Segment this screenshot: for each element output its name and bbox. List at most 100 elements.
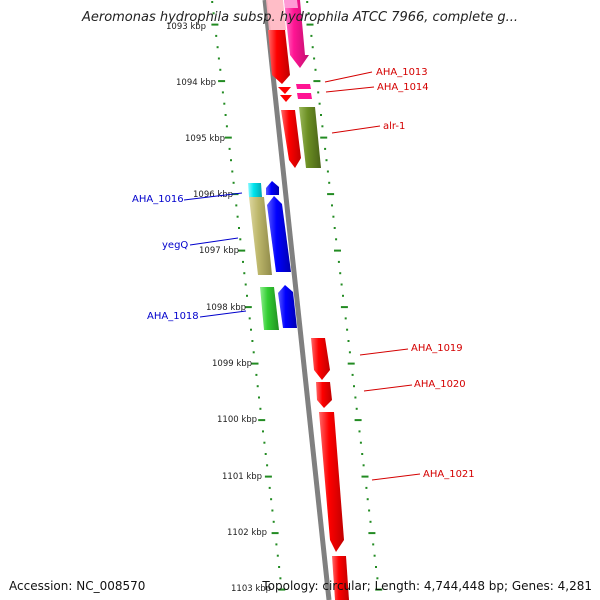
ruler-label-1097: 1097 kbp [199, 246, 239, 256]
forward-strand-features [266, 0, 349, 600]
minor-tick [372, 543, 375, 546]
reverse-label-leaders [183, 192, 247, 318]
major-tick [278, 588, 286, 591]
major-tick [264, 475, 272, 478]
minor-tick [340, 283, 343, 286]
minor-tick [331, 204, 333, 207]
gene-feature-aha-1014-b[interactable] [297, 93, 312, 99]
minor-tick [212, 12, 215, 15]
gene-feature-small-red-1[interactable] [278, 87, 291, 94]
minor-tick [373, 554, 376, 557]
ruler-label-1098: 1098 kbp [206, 303, 246, 313]
gene-label-aha-1019[interactable]: AHA_1019 [411, 343, 463, 354]
minor-tick [239, 238, 242, 241]
genome-stats-text: Topology: circular; Length: 4,744,448 bp… [262, 579, 592, 593]
gene-feature-aha-1019[interactable] [311, 338, 330, 380]
minor-tick [332, 215, 335, 218]
minor-tick [344, 317, 347, 320]
minor-tick [250, 328, 252, 331]
minor-tick [326, 170, 329, 173]
ruler-labels: 1093 kbp 1094 kbp 1095 kbp 1096 kbp 1097… [166, 22, 271, 594]
minor-tick [317, 91, 320, 94]
gene-label-aha-1013[interactable]: AHA_1013 [376, 67, 428, 78]
minor-tick [262, 430, 264, 433]
minor-tick [268, 486, 271, 489]
minor-tick [232, 181, 235, 184]
minor-tick [335, 238, 338, 241]
gene-label-aha-1018[interactable]: AHA_1018 [147, 311, 199, 322]
minor-tick [235, 204, 238, 207]
gene-label-aha-1016[interactable]: AHA_1016 [132, 194, 184, 205]
gene-feature-red-1095[interactable] [281, 110, 301, 168]
gene-feature-blue-long[interactable] [267, 196, 291, 272]
minor-tick [224, 114, 227, 116]
minor-tick [324, 147, 327, 150]
major-tick [271, 532, 279, 535]
minor-tick [278, 566, 281, 568]
gene-feature-aha-1021[interactable] [319, 412, 344, 552]
gene-feature-yegq[interactable] [249, 197, 272, 275]
gene-label-aha-1014[interactable]: AHA_1014 [377, 82, 429, 93]
gene-feature-blue-1098[interactable] [278, 285, 297, 328]
minor-tick [236, 215, 239, 218]
major-tick [375, 588, 383, 591]
gene-feature-aha-1018[interactable] [260, 287, 279, 330]
gene-feature-aha-1013[interactable] [284, 0, 309, 68]
ruler-label-1100: 1100 kbp [217, 415, 257, 425]
minor-tick [311, 46, 314, 49]
minor-tick [376, 577, 379, 580]
minor-tick [325, 159, 328, 162]
minor-tick [216, 46, 219, 49]
minor-tick [238, 227, 240, 229]
gene-feature-red-top[interactable] [268, 30, 290, 84]
gene-feature-aha-1020[interactable] [316, 382, 332, 408]
gene-feature-top-fade[interactable] [266, 0, 286, 30]
gene-feature-small-red-2[interactable] [280, 95, 292, 102]
minor-tick [251, 340, 254, 342]
minor-tick [217, 57, 220, 60]
major-tick [334, 249, 341, 252]
gene-feature-alr-1[interactable] [299, 107, 321, 168]
gene-label-aha-1020[interactable]: AHA_1020 [414, 379, 466, 390]
gene-feature-aha-1014[interactable] [296, 84, 311, 89]
minor-tick [228, 147, 231, 150]
minor-tick [314, 68, 317, 71]
minor-tick [328, 181, 331, 184]
gene-feature-aha-1016[interactable] [248, 183, 262, 197]
gene-label-alr-1[interactable]: alr-1 [383, 121, 405, 132]
minor-tick [354, 396, 357, 399]
ruler-label-1103: 1103 kbp [231, 584, 271, 594]
minor-tick [270, 498, 273, 501]
minor-tick [358, 430, 361, 433]
ruler-label-1094: 1094 kbp [176, 78, 216, 88]
gene-feature-red-bottom[interactable] [332, 556, 349, 600]
minor-tick [279, 577, 282, 580]
ruler-label-1096: 1096 kbp [193, 190, 233, 200]
gene-label-yegq[interactable]: yegQ [162, 240, 188, 251]
gene-feature-blue-small[interactable] [266, 181, 279, 195]
forward-label-leaders [324, 71, 421, 481]
outer-tick-track [306, 1, 383, 591]
minor-tick [337, 260, 340, 263]
minor-tick [361, 453, 364, 455]
gene-label-aha-1021[interactable]: AHA_1021 [423, 469, 475, 480]
major-tick [258, 419, 266, 422]
minor-tick [225, 125, 228, 128]
minor-tick [242, 260, 244, 263]
minor-tick [346, 328, 349, 331]
minor-tick [263, 441, 266, 444]
ruler-label-1095: 1095 kbp [185, 134, 225, 144]
minor-tick [215, 34, 218, 37]
major-tick [361, 475, 369, 478]
accession-text: Accession: NC_008570 [9, 579, 146, 593]
minor-tick [258, 396, 260, 399]
ruler-label-1101: 1101 kbp [222, 472, 262, 482]
minor-tick [306, 1, 309, 3]
minor-tick [219, 68, 222, 71]
minor-tick [320, 114, 322, 116]
minor-tick [231, 170, 234, 173]
minor-tick [211, 1, 214, 3]
minor-tick [351, 373, 354, 376]
